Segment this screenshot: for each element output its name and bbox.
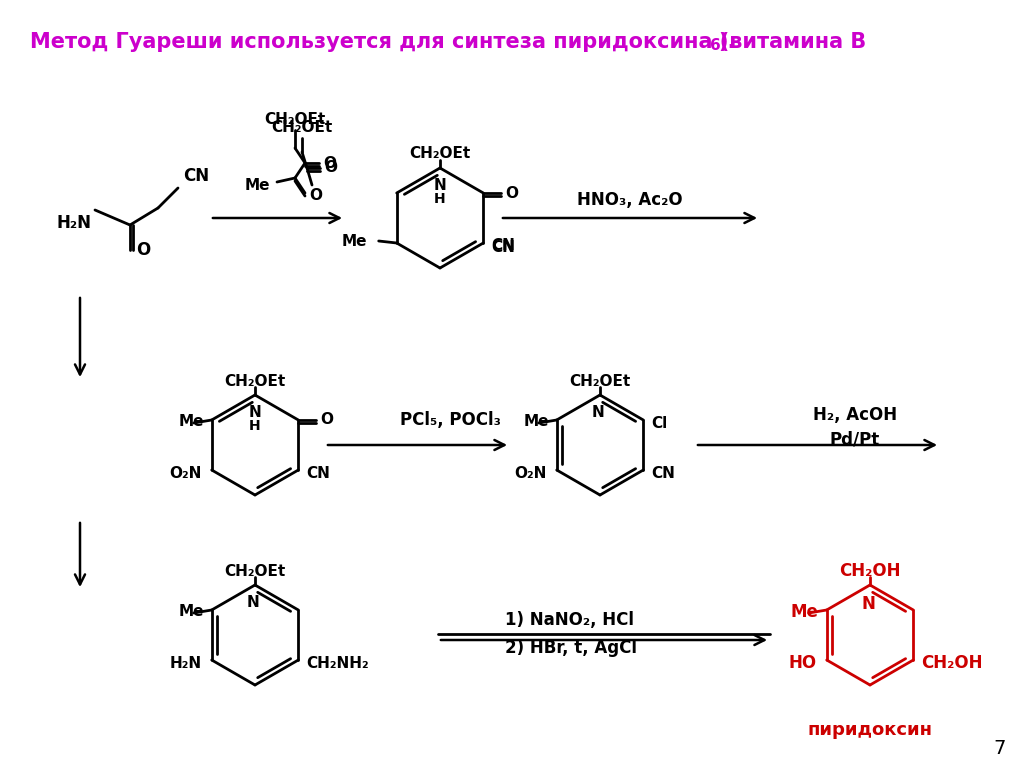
Text: N: N <box>592 405 604 420</box>
Text: HNO₃, Ac₂O: HNO₃, Ac₂O <box>578 191 683 209</box>
Text: пиридоксин: пиридоксин <box>808 721 933 739</box>
Text: O: O <box>324 160 337 176</box>
Text: Me: Me <box>178 604 204 620</box>
Text: O: O <box>136 241 151 259</box>
Text: CH₂OEt: CH₂OEt <box>224 564 286 578</box>
Text: O₂N: O₂N <box>514 466 547 480</box>
Text: CN: CN <box>306 466 330 480</box>
Text: CH₂OEt: CH₂OEt <box>569 374 631 389</box>
Text: Метод Гуареши используется для синтеза пиридоксина (витамина B: Метод Гуареши используется для синтеза п… <box>30 32 866 52</box>
Text: CH₂NH₂: CH₂NH₂ <box>306 656 369 670</box>
Text: O₂N: O₂N <box>169 466 202 480</box>
Text: CN: CN <box>183 167 209 185</box>
Text: Me: Me <box>523 414 549 430</box>
Text: 6: 6 <box>710 38 721 54</box>
Text: 2) HBr, t, AgCl: 2) HBr, t, AgCl <box>505 639 637 657</box>
Text: N: N <box>433 178 446 193</box>
Text: CH₂OH: CH₂OH <box>922 654 983 672</box>
Text: 7: 7 <box>994 739 1007 758</box>
Text: PCl₅, POCl₃: PCl₅, POCl₃ <box>399 411 501 429</box>
Text: Me: Me <box>341 233 367 249</box>
Text: Cl: Cl <box>651 416 668 430</box>
Text: CH₂OEt: CH₂OEt <box>271 120 333 136</box>
Text: O: O <box>321 413 333 427</box>
Text: N: N <box>249 405 261 420</box>
Text: H₂N: H₂N <box>170 656 202 670</box>
Text: O: O <box>323 156 336 170</box>
Text: CN: CN <box>492 239 515 254</box>
Text: H: H <box>434 192 445 206</box>
Text: N: N <box>247 595 259 610</box>
Text: Me: Me <box>245 177 270 193</box>
Text: Me: Me <box>178 414 204 430</box>
Text: H₂N: H₂N <box>57 214 92 232</box>
Text: CN: CN <box>492 241 515 255</box>
Text: HO: HO <box>788 654 817 672</box>
Text: CH₂OEt: CH₂OEt <box>410 146 471 162</box>
Text: O: O <box>505 186 518 200</box>
Text: CH₂OEt: CH₂OEt <box>264 113 326 127</box>
Text: CH₂OEt: CH₂OEt <box>224 374 286 389</box>
Text: Pd/Pt: Pd/Pt <box>829 431 880 449</box>
Text: H₂, AcOH: H₂, AcOH <box>813 406 897 424</box>
Text: N: N <box>861 595 874 613</box>
Text: CH₂OH: CH₂OH <box>840 562 901 580</box>
Text: 1) NaNO₂, HCl: 1) NaNO₂, HCl <box>505 611 634 629</box>
Text: CN: CN <box>651 466 675 480</box>
Text: ).: ). <box>718 32 735 52</box>
Text: O: O <box>309 187 322 202</box>
Text: Me: Me <box>791 603 819 621</box>
Text: H: H <box>249 419 261 433</box>
